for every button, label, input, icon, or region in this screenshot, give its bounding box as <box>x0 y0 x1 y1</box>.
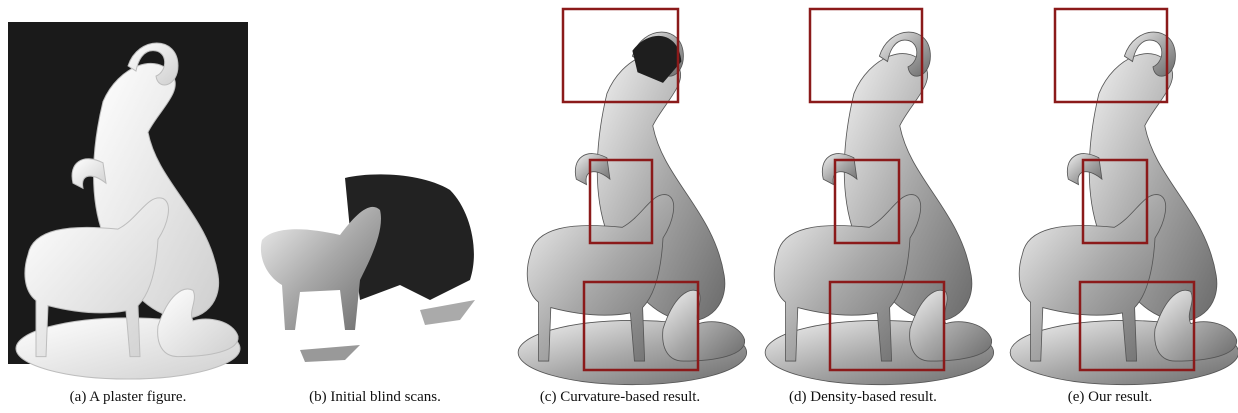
panel-label: (a) <box>70 389 87 405</box>
caption-text: Density-based result. <box>810 389 937 405</box>
panel-caption: (c) Curvature-based result. <box>540 389 700 405</box>
panel-caption: (d) Density-based result. <box>789 389 937 405</box>
caption-text: Initial blind scans. <box>330 389 440 405</box>
caption-text: Curvature-based result. <box>560 389 700 405</box>
panel-caption: (b) Initial blind scans. <box>309 389 441 405</box>
panel-caption: (e) Our result. <box>1068 389 1153 405</box>
panel-label: (d) <box>789 389 807 405</box>
panel-label: (c) <box>540 389 557 405</box>
panel-label: (b) <box>309 389 327 405</box>
panel-caption: (a) A plaster figure. <box>70 389 187 405</box>
photo-panel <box>8 22 248 379</box>
caption-text: A plaster figure. <box>89 389 186 405</box>
result-d <box>765 32 993 385</box>
caption-text: Our result. <box>1088 389 1152 405</box>
panel-label: (e) <box>1068 389 1085 405</box>
result-e <box>1010 32 1238 385</box>
result-c <box>518 32 746 385</box>
captions: (a) A plaster figure. (b) Initial blind … <box>70 389 1153 405</box>
figure: (a) A plaster figure. (b) Initial blind … <box>0 0 1238 413</box>
scan-panel <box>261 174 475 362</box>
